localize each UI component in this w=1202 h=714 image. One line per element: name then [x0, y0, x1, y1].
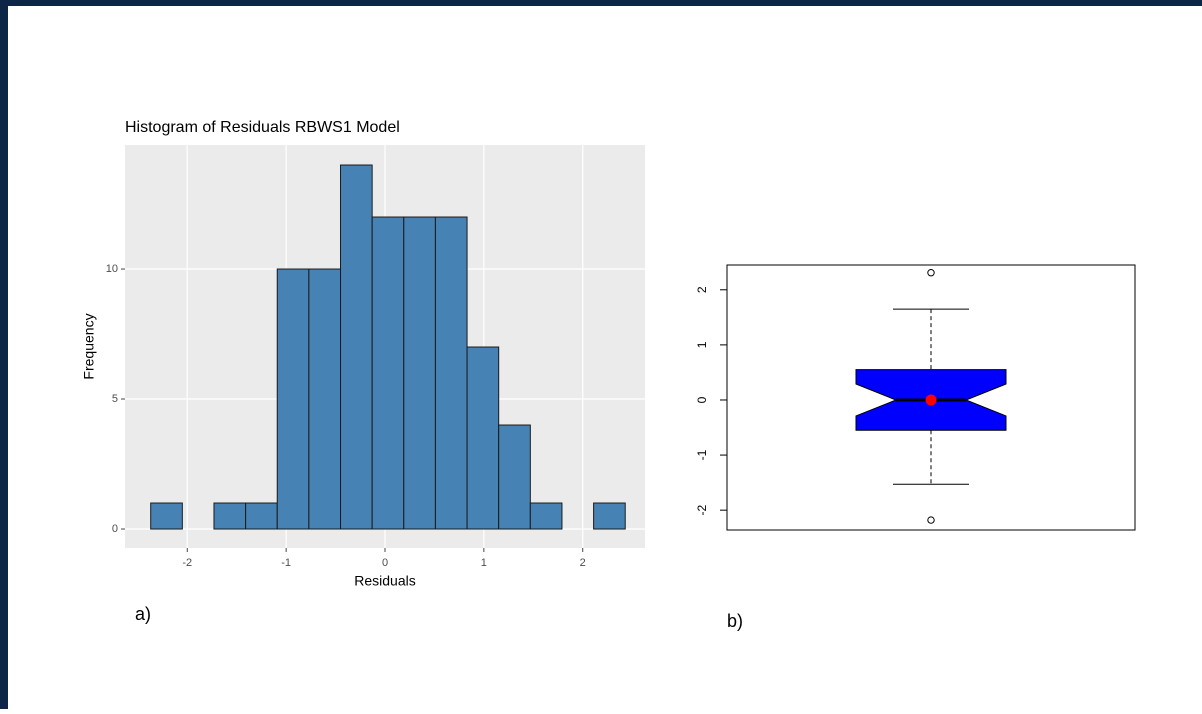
bar — [308, 268, 342, 530]
bar — [276, 268, 310, 530]
border-top — [0, 0, 1202, 6]
x-axis-label: Residuals — [354, 573, 415, 589]
chart-title: Histogram of Residuals RBWS1 Model — [125, 119, 400, 136]
plot-frame — [726, 264, 1136, 531]
bar — [213, 502, 247, 530]
x-tick-label: -1 — [281, 557, 291, 569]
panel-label: a) — [135, 604, 151, 624]
bar — [498, 424, 531, 530]
bar — [371, 216, 405, 530]
y-tick-label: 5 — [112, 393, 118, 405]
y-tick-label: -1 — [695, 449, 709, 460]
y-tick-label: 10 — [106, 263, 118, 275]
outlier — [927, 516, 935, 524]
bar — [245, 502, 278, 530]
bar — [529, 502, 563, 530]
y-tick-label: -2 — [695, 505, 709, 516]
outlier — [927, 269, 935, 277]
mean-point — [925, 394, 937, 406]
y-tick-label: 0 — [112, 523, 118, 535]
x-tick-label: 1 — [481, 557, 487, 569]
x-tick-label: -2 — [182, 557, 192, 569]
x-tick-label: 0 — [382, 557, 388, 569]
bar — [593, 502, 626, 530]
y-axis-label: Frequency — [81, 313, 97, 379]
panel-label: b) — [727, 611, 743, 631]
bar — [466, 346, 500, 530]
bar — [150, 502, 183, 530]
bar — [340, 164, 373, 530]
border-left — [0, 0, 8, 709]
bar — [403, 216, 436, 530]
y-tick-label: 0 — [695, 396, 709, 403]
x-tick-label: 2 — [580, 557, 586, 569]
y-tick-label: 2 — [695, 286, 709, 293]
bar — [434, 216, 468, 530]
y-tick-label: 1 — [695, 341, 709, 348]
